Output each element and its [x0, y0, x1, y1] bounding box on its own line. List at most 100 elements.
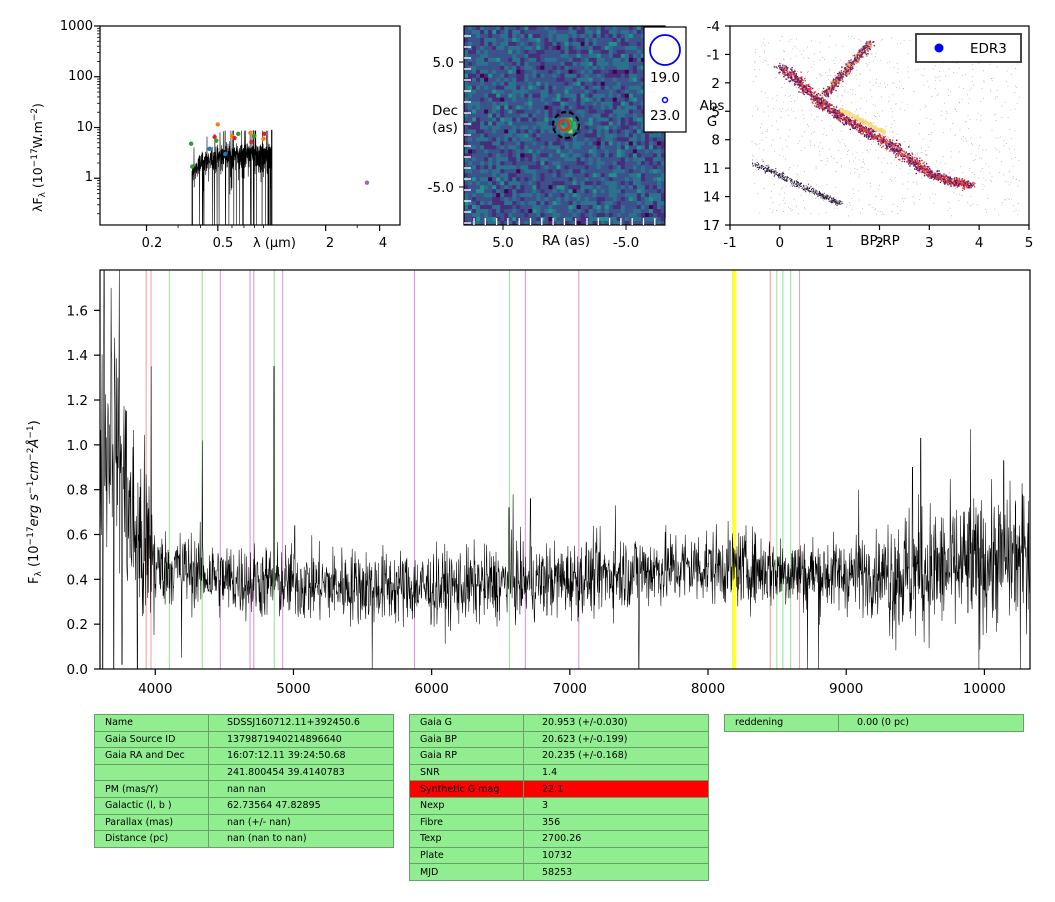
image-pixel — [584, 205, 590, 210]
image-pixel — [556, 145, 561, 150]
image-pixel — [504, 101, 509, 106]
cmd-faint-star — [776, 99, 777, 101]
image-pixel — [532, 217, 537, 222]
image-pixel — [600, 57, 606, 63]
cmd-faint-star — [1013, 149, 1015, 150]
sed-yticks: 1000 100 10 1 — [60, 19, 100, 215]
image-pixel — [552, 165, 557, 170]
image-pixel — [508, 189, 513, 194]
cmd-faint-star — [869, 82, 871, 83]
image-pixel — [608, 161, 614, 166]
image-pixel — [592, 137, 598, 142]
image-pixel — [532, 177, 537, 182]
cmd-faint-star — [875, 196, 877, 197]
image-pixel — [516, 89, 521, 95]
image-pixel — [636, 153, 642, 158]
image-pixel — [488, 117, 493, 122]
image-pixel — [552, 117, 557, 122]
image-ytick: 5.0 — [433, 55, 454, 71]
image-pixel — [556, 141, 561, 146]
image-pixel — [508, 81, 513, 87]
cmd-faint-star — [804, 171, 805, 172]
image-pixel — [656, 169, 662, 174]
image-pixel — [580, 37, 585, 43]
image-pixel — [560, 205, 565, 210]
cmd-faint-star — [994, 147, 996, 149]
image-pixel — [604, 209, 610, 214]
image-pixel — [544, 113, 549, 118]
image-pixel — [500, 137, 505, 142]
cmd-faint-star — [875, 52, 877, 54]
image-pixel — [636, 117, 642, 122]
image-pixel — [504, 29, 509, 35]
image-pixel — [596, 137, 602, 142]
image-pixel — [536, 181, 541, 186]
image-pixel — [624, 121, 630, 126]
image-pixel — [504, 81, 509, 87]
image-pixel — [480, 41, 485, 47]
image-pixel — [544, 53, 549, 59]
image-pixel — [612, 49, 618, 55]
image-pixel — [548, 133, 553, 138]
image-pixel — [588, 41, 594, 47]
image-pixel — [632, 177, 638, 182]
image-pixel — [540, 33, 545, 39]
image-pixel — [540, 201, 545, 206]
cmd-faint-star — [899, 108, 901, 110]
image-pixel — [640, 209, 646, 214]
cmd-ms-star — [898, 158, 900, 161]
image-pixel — [572, 173, 577, 178]
image-pixel — [636, 125, 642, 130]
image-pixel — [596, 57, 602, 63]
image-pixel — [532, 105, 537, 110]
image-pixel — [492, 49, 497, 55]
cmd-ms-star — [965, 181, 967, 183]
image-pixel — [524, 109, 529, 114]
image-pixel — [508, 137, 513, 142]
cmd-ms-star — [854, 120, 856, 123]
image-pixel — [484, 73, 489, 79]
cmd-ms-star — [899, 153, 901, 155]
image-pixel — [568, 29, 573, 35]
image-pixel — [520, 129, 525, 134]
cmd-faint-star — [763, 149, 764, 151]
image-pixel — [472, 165, 477, 170]
image-pixel — [608, 81, 614, 87]
cmd-ms-star — [782, 69, 784, 71]
cmd-faint-star — [819, 73, 821, 75]
image-pixel — [568, 165, 573, 170]
image-pixel — [560, 157, 565, 162]
image-pixel — [476, 113, 481, 118]
image-pixel — [584, 189, 590, 194]
image-pixel — [516, 57, 521, 63]
image-pixel — [588, 169, 594, 174]
image-pixel — [616, 213, 622, 218]
image-pixel — [632, 69, 638, 75]
image-pixel — [488, 221, 493, 226]
image-pixel — [564, 213, 569, 218]
image-pixel — [628, 189, 634, 194]
image-pixel — [632, 189, 638, 194]
image-pixel — [512, 141, 517, 146]
cmd-ms-star — [931, 174, 934, 176]
cmd-wd-star — [780, 175, 782, 177]
image-pixel — [588, 165, 594, 170]
image-pixel — [476, 49, 481, 55]
image-pixel — [488, 109, 493, 114]
image-pixel — [644, 185, 650, 190]
cmd-wd-star — [790, 179, 792, 181]
image-pixel — [472, 157, 477, 162]
cmd-faint-star — [752, 160, 754, 161]
cmd-faint-star — [970, 153, 972, 154]
image-pixel — [500, 37, 505, 43]
cmd-wd-star — [807, 183, 809, 185]
image-pixel — [536, 57, 541, 63]
image-pixel — [540, 181, 545, 186]
cmd-faint-star — [823, 200, 824, 202]
cmd-faint-star — [982, 149, 984, 151]
cmd-faint-star — [833, 117, 835, 119]
image-pixel — [520, 181, 525, 186]
image-pixel — [612, 93, 618, 99]
image-pixel — [536, 173, 541, 178]
image-pixel — [520, 73, 525, 79]
